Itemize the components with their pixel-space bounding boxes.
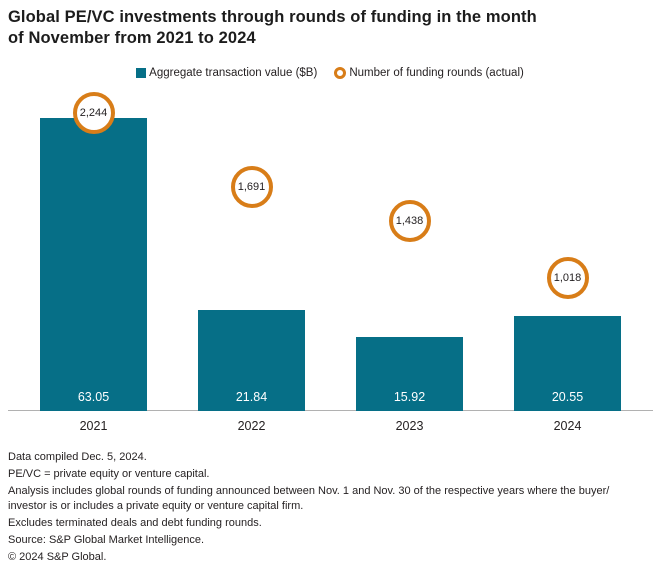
footnote-line: investor is or includes a private equity…	[8, 500, 304, 512]
bar-2022: 21.84	[198, 310, 305, 411]
x-axis-line	[8, 410, 653, 411]
bar-2023: 15.92	[356, 337, 463, 411]
funding-rounds-circle-2022: 1,691	[230, 166, 273, 209]
title-line-1: Global PE/VC investments through rounds …	[8, 8, 537, 26]
legend: Aggregate transaction value ($B) Number …	[0, 62, 660, 84]
legend-item-transaction-value: Aggregate transaction value ($B)	[136, 67, 317, 79]
x-tick-label-2022: 2022	[237, 419, 266, 433]
page-title: Global PE/VC investments through rounds …	[8, 7, 628, 49]
x-tick-label-2021: 2021	[79, 419, 108, 433]
funding-rounds-label: 1,018	[553, 271, 582, 284]
footnote-line: PE/VC = private equity or venture capita…	[8, 468, 210, 480]
footnote-line: © 2024 S&P Global.	[8, 551, 107, 563]
bar-2021: 63.05	[40, 118, 147, 411]
x-tick-label-2023: 2023	[395, 419, 424, 433]
funding-rounds-label: 2,244	[79, 107, 108, 119]
legend-label: Number of funding rounds (actual)	[349, 67, 524, 79]
footnote-line: Excludes terminated deals and debt fundi…	[8, 517, 262, 529]
funding-rounds-label: 1,691	[237, 181, 266, 194]
circle-series-swatch-icon	[334, 67, 347, 79]
bar-value-label: 21.84	[235, 390, 268, 404]
footnote-line: Analysis includes global rounds of fundi…	[8, 485, 610, 497]
funding-rounds-circle-2024: 1,018	[546, 256, 589, 299]
footnote-line: Source: S&P Global Market Intelligence.	[8, 534, 205, 546]
bar-series-swatch-icon	[136, 68, 147, 78]
bar-2024: 20.55	[514, 316, 621, 411]
funding-rounds-circle-2023: 1,438	[388, 200, 431, 243]
legend-label: Aggregate transaction value ($B)	[149, 67, 318, 79]
bar-value-label: 15.92	[393, 390, 426, 404]
legend-item-funding-rounds: Number of funding rounds (actual)	[334, 67, 524, 79]
footnote-line: Data compiled Dec. 5, 2024.	[8, 451, 147, 463]
title-line-2: of November from 2021 to 2024	[8, 29, 256, 47]
funding-rounds-circle-2021: 2,244	[72, 92, 115, 134]
footnotes: Data compiled Dec. 5, 2024. PE/VC = priva…	[8, 450, 656, 565]
bar-value-label: 20.55	[551, 390, 584, 404]
funding-rounds-label: 1,438	[395, 215, 424, 228]
bar-value-label: 63.05	[77, 390, 110, 404]
x-tick-label-2024: 2024	[553, 419, 582, 433]
